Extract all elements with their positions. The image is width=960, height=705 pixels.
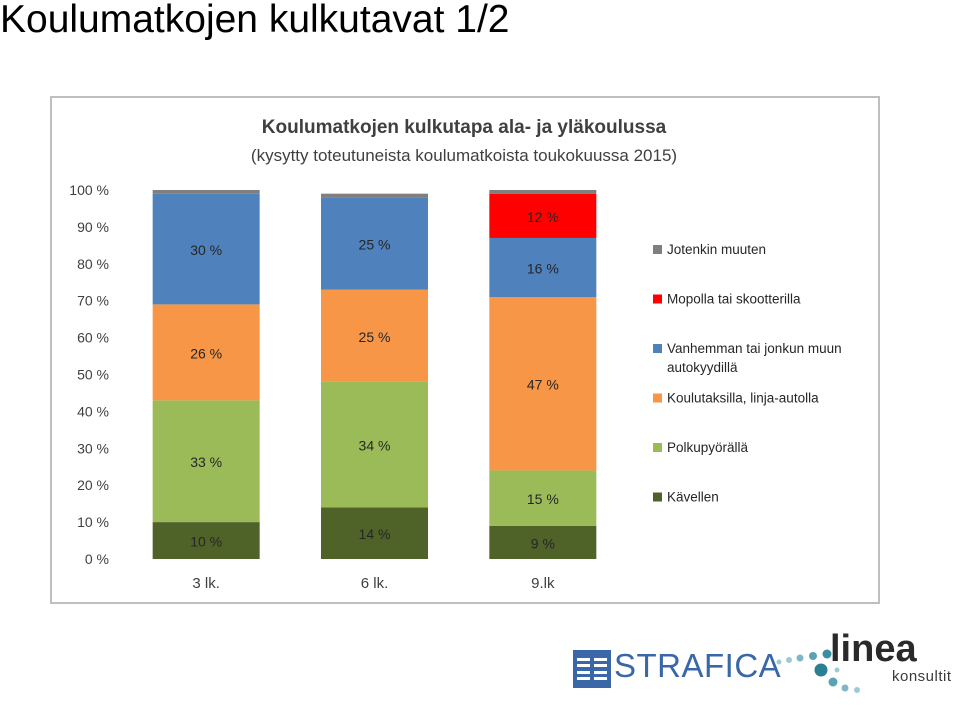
legend-label: Koulutaksilla, linja-autolla	[667, 391, 819, 406]
legend-swatch-moped	[653, 294, 662, 304]
linea-logo-text: linea	[830, 628, 917, 670]
legend-swatch-taxi_bus	[653, 393, 662, 403]
data-label: 33 %	[190, 454, 222, 470]
legend-label: Mopolla tai skootterilla	[667, 292, 801, 307]
linea-dots-logo-icon	[776, 649, 860, 693]
x-tick-label: 9.lk	[531, 575, 555, 592]
y-tick-label: 0 %	[85, 551, 109, 567]
y-tick-label: 90 %	[77, 219, 109, 235]
legend-label: Kävellen	[667, 490, 719, 505]
data-label: 47 %	[527, 377, 559, 393]
data-label: 12 %	[527, 209, 559, 225]
bars: 10 % 33 % 26 % 30 % 14 % 34 % 25 % 25 % 9 % 15 % 4…	[152, 190, 597, 559]
data-label: 25 %	[359, 329, 391, 345]
bar-segment-taxi_bus	[489, 297, 597, 471]
page-title: Koulumatkojen kulkutavat 1/2	[0, 0, 510, 41]
y-tick-label: 70 %	[77, 293, 109, 309]
data-label: 25 %	[359, 237, 391, 253]
y-tick-label: 50 %	[77, 367, 109, 383]
chart-frame: Koulumatkojen kulkutapa ala- ja yläkoulu…	[50, 96, 880, 604]
y-tick-label: 10 %	[77, 514, 109, 530]
bar-segment-other	[489, 190, 597, 194]
bar-segment-bicycle	[489, 470, 597, 526]
y-tick-label: 40 %	[77, 403, 109, 419]
data-label: 15 %	[527, 491, 559, 507]
data-label: 16 %	[527, 260, 559, 276]
bar-segment-walking	[152, 522, 260, 559]
x-tick-label: 6 lk.	[361, 575, 389, 592]
legend-swatch-walking	[653, 492, 662, 502]
x-tick-label: 3 lk.	[192, 575, 220, 592]
linea-logo-subtext: konsultit	[892, 668, 952, 685]
legend-swatch-parent_car	[653, 344, 662, 353]
data-label: 34 %	[359, 438, 391, 454]
legend-label: Vanhemman tai jonkun muun autokyydillä	[667, 341, 842, 375]
strafica-logo-text: STRAFICA	[614, 647, 782, 684]
legend-swatch-other	[653, 245, 662, 254]
y-tick-label: 60 %	[77, 330, 109, 346]
strafica-logo-icon	[573, 650, 611, 688]
bar-segment-taxi_bus	[152, 304, 260, 401]
chart-subtitle: (kysytty toteutuneista koulumatkoista to…	[251, 146, 677, 165]
data-label: 9 %	[531, 535, 555, 551]
y-tick-label: 30 %	[77, 440, 109, 456]
legend-swatch-bicycle	[653, 443, 662, 452]
bar-segment-parent_car	[321, 197, 428, 290]
bar-segment-parent_car	[489, 237, 597, 298]
bar-segment-walking	[321, 507, 428, 559]
chart-title: Koulumatkojen kulkutapa ala- ja yläkoulu…	[262, 117, 667, 138]
data-label: 30 %	[190, 242, 222, 258]
y-tick-label: 100 %	[69, 182, 109, 198]
legend-label: Jotenkin muuten	[667, 242, 766, 257]
y-tick-label: 20 %	[77, 477, 109, 493]
bar-segment-walking	[489, 525, 597, 559]
bar-segment-other	[321, 193, 428, 198]
y-axis: 0 % 10 % 20 % 30 % 40 % 50 % 60 % 70 % 80 % 90 % 1…	[69, 182, 109, 567]
x-axis: 3 lk. 6 lk. 9.lk	[192, 575, 555, 592]
bar-segment-other	[152, 190, 260, 194]
data-label: 14 %	[359, 526, 391, 542]
stacked-bar-chart: Koulumatkojen kulkutapa ala- ja yläkoulu…	[69, 117, 842, 592]
data-label: 10 %	[190, 534, 222, 550]
bar-segment-parent_car	[152, 193, 260, 305]
bar-segment-bicycle	[152, 400, 260, 523]
bar-segment-moped	[489, 193, 597, 238]
legend: Jotenkin muuten Mopolla tai skootterilla V…	[653, 242, 842, 505]
legend-label: Polkupyörällä	[667, 440, 749, 455]
y-tick-label: 80 %	[77, 256, 109, 272]
bar-segment-taxi_bus	[321, 289, 428, 382]
bar-segment-bicycle	[321, 381, 428, 508]
data-label: 26 %	[190, 345, 222, 361]
